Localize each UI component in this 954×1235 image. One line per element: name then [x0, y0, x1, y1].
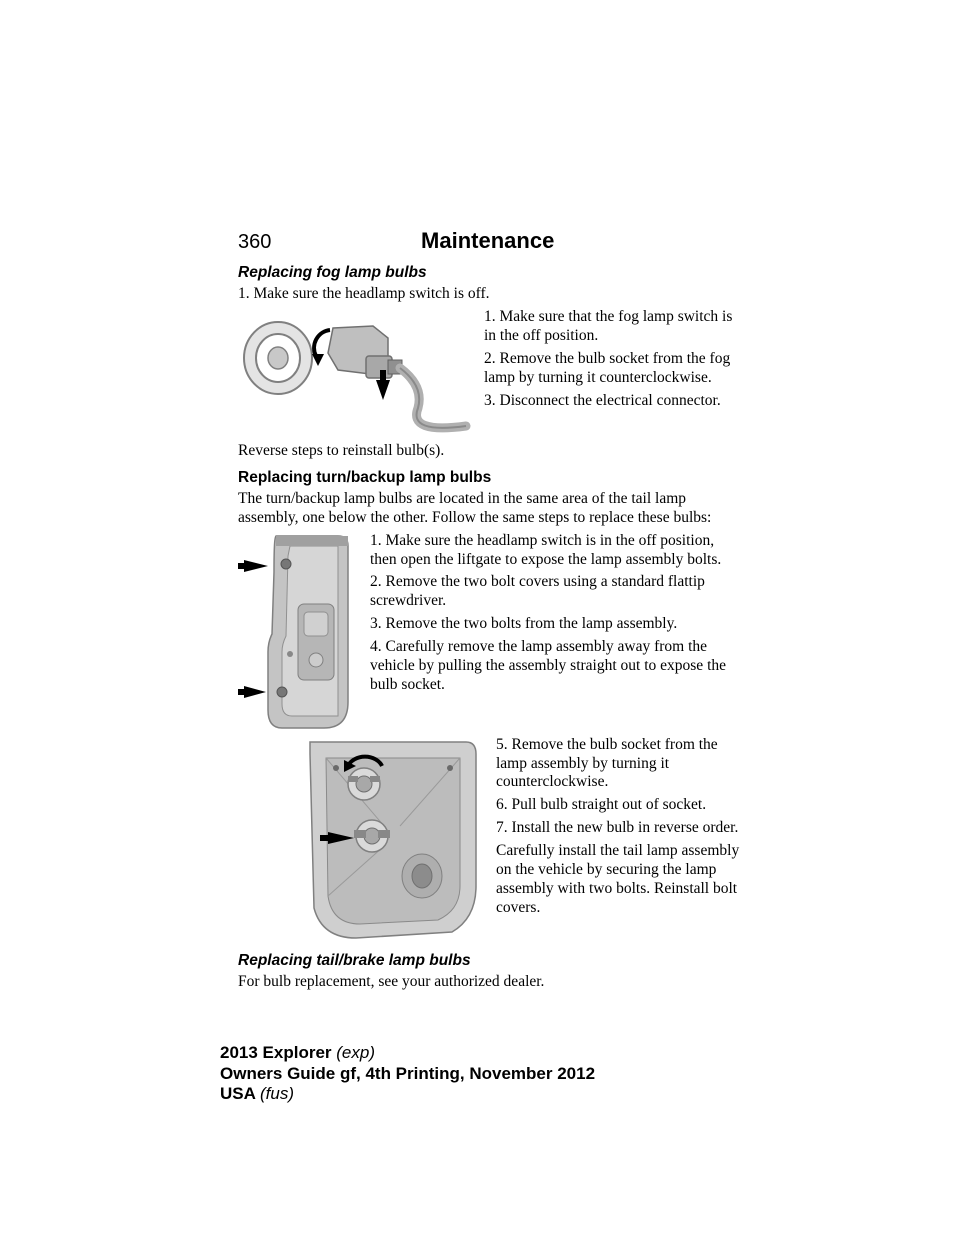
footer-line-2: Owners Guide gf, 4th Printing, November …	[220, 1064, 595, 1085]
tail-lamp-interior-illustration	[304, 736, 480, 944]
page-footer: 2013 Explorer (exp) Owners Guide gf, 4th…	[220, 1043, 595, 1105]
turn-step-1: 1. Make sure the headlamp switch is in t…	[370, 532, 744, 570]
page-header: 360 Maintenance	[238, 228, 744, 254]
fog-step-3: 3. Disconnect the electrical connector.	[484, 392, 744, 411]
fog-after: Reverse steps to reinstall bulb(s).	[238, 442, 744, 461]
turn-steps-b: 5. Remove the bulb socket from the lamp …	[480, 736, 744, 922]
turn-step-4: 4. Carefully remove the lamp assembly aw…	[370, 638, 744, 695]
fog-row: 1. Make sure that the fog lamp switch is…	[238, 308, 744, 438]
turn-step-7: 7. Install the new bulb in reverse order…	[496, 819, 744, 838]
turn-row-1: 1. Make sure the headlamp switch is in t…	[238, 532, 744, 732]
footer-line-3: USA (fus)	[220, 1084, 595, 1105]
footer-model: 2013 Explorer	[220, 1043, 336, 1062]
fog-step-2: 2. Remove the bulb socket from the fog l…	[484, 350, 744, 388]
fog-intro: 1. Make sure the headlamp switch is off.	[238, 285, 744, 304]
turn-intro: The turn/backup lamp bulbs are located i…	[238, 490, 744, 528]
section-turn-backup: Replacing turn/backup lamp bulbs The tur…	[238, 469, 744, 944]
page-title: Maintenance	[231, 228, 744, 254]
heading-turn: Replacing turn/backup lamp bulbs	[238, 469, 744, 487]
turn-step-2: 2. Remove the two bolt covers using a st…	[370, 573, 744, 611]
tail-body: For bulb replacement, see your authorize…	[238, 973, 744, 992]
footer-line-1: 2013 Explorer (exp)	[220, 1043, 595, 1064]
turn-step-final: Carefully install the tail lamp assembly…	[496, 842, 744, 918]
heading-fog: Replacing fog lamp bulbs	[238, 264, 744, 282]
turn-row-2: 5. Remove the bulb socket from the lamp …	[238, 736, 744, 944]
footer-code-2: (fus)	[260, 1084, 294, 1103]
turn-step-6: 6. Pull bulb straight out of socket.	[496, 796, 744, 815]
footer-region: USA	[220, 1084, 260, 1103]
fog-steps: 1. Make sure that the fog lamp switch is…	[484, 308, 744, 415]
footer-code-1: (exp)	[336, 1043, 375, 1062]
heading-tail: Replacing tail/brake lamp bulbs	[238, 952, 744, 970]
turn-step-3: 3. Remove the two bolts from the lamp as…	[370, 615, 744, 634]
turn-steps-a: 1. Make sure the headlamp switch is in t…	[370, 532, 744, 699]
page: 360 Maintenance Replacing fog lamp bulbs…	[0, 0, 954, 1235]
tail-lamp-exterior-illustration	[238, 532, 358, 732]
fog-step-1: 1. Make sure that the fog lamp switch is…	[484, 308, 744, 346]
section-tail-brake: Replacing tail/brake lamp bulbs For bulb…	[238, 952, 744, 992]
turn-step-5: 5. Remove the bulb socket from the lamp …	[496, 736, 744, 793]
section-fog-lamp: Replacing fog lamp bulbs 1. Make sure th…	[238, 264, 744, 461]
fog-lamp-illustration	[238, 308, 472, 438]
